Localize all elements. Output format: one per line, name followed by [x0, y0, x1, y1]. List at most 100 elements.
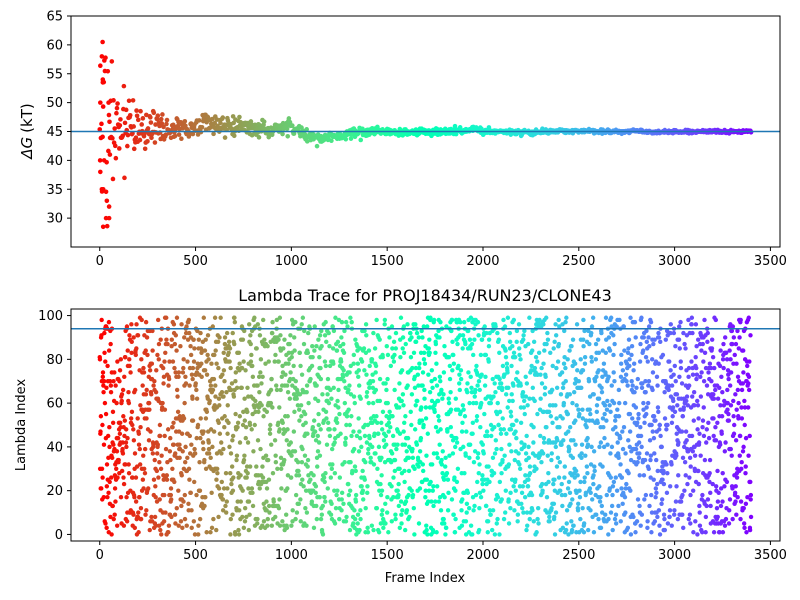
y-tick-label: 20 — [46, 484, 63, 499]
lambda-point — [469, 385, 474, 390]
lambda-point — [334, 348, 340, 353]
lambda-point — [454, 440, 460, 445]
lambda-point — [646, 466, 651, 471]
lambda-point — [710, 354, 716, 360]
lambda-point — [155, 451, 160, 456]
lambda-point — [491, 394, 496, 399]
lambda-point — [626, 438, 631, 443]
lambda-point — [364, 372, 369, 377]
lambda-point — [323, 319, 328, 325]
lambda-point — [115, 359, 120, 364]
lambda-point — [343, 319, 349, 325]
lambda-point — [169, 497, 174, 502]
lambda-point — [153, 389, 159, 395]
lambda-point — [365, 484, 370, 489]
lambda-point — [233, 411, 238, 417]
lambda-point — [336, 317, 342, 323]
lambda-point — [379, 512, 385, 517]
lambda-point — [504, 431, 509, 436]
lambda-point — [370, 385, 376, 390]
lambda-point — [643, 492, 649, 498]
lambda-point — [356, 368, 362, 373]
lambda-point — [133, 499, 139, 504]
lambda-point — [182, 516, 188, 522]
lambda-point — [386, 530, 391, 535]
dg-point — [153, 122, 158, 127]
lambda-point — [654, 374, 660, 380]
lambda-point — [310, 344, 315, 349]
lambda-point — [201, 315, 206, 320]
lambda-point — [114, 466, 119, 471]
lambda-point — [511, 383, 516, 388]
lambda-point — [330, 462, 335, 467]
lambda-point — [747, 527, 753, 533]
lambda-point — [492, 381, 497, 386]
lambda-point — [437, 442, 442, 447]
lambda-point — [211, 376, 217, 382]
lambda-point — [591, 449, 597, 454]
lambda-point — [615, 407, 620, 412]
lambda-point — [699, 348, 704, 353]
lambda-point — [335, 339, 341, 345]
lambda-point — [298, 497, 303, 502]
lambda-point — [352, 508, 357, 513]
lambda-point — [741, 370, 746, 375]
y-tick-label: 30 — [46, 212, 63, 227]
lambda-point — [103, 359, 108, 364]
lambda-point — [321, 475, 327, 480]
lambda-point — [105, 363, 110, 369]
lambda-point — [477, 462, 482, 467]
lambda-point — [198, 435, 203, 441]
lambda-point — [324, 442, 330, 447]
lambda-point — [607, 348, 613, 353]
lambda-point — [414, 330, 420, 336]
dg-point — [99, 54, 105, 59]
lambda-point — [592, 468, 597, 474]
lambda-point — [146, 400, 152, 406]
lambda-point — [499, 470, 504, 476]
lambda-point — [126, 462, 131, 467]
lambda-point — [668, 322, 673, 327]
lambda-point — [735, 374, 741, 380]
lambda-point — [486, 344, 492, 349]
lambda-point — [463, 341, 468, 347]
lambda-point — [464, 501, 470, 506]
lambda-point — [260, 374, 265, 380]
dg-point — [182, 118, 188, 124]
lambda-point — [532, 398, 537, 404]
lambda-point — [744, 530, 749, 535]
lambda-point — [727, 383, 733, 388]
lambda-point — [289, 354, 294, 360]
lambda-point — [419, 328, 424, 334]
y-tick-label: 65 — [46, 10, 63, 25]
lambda-point — [713, 438, 719, 443]
lambda-point — [575, 508, 581, 513]
lambda-point — [584, 418, 589, 423]
lambda-point — [383, 501, 388, 506]
lambda-point — [653, 495, 658, 500]
lambda-point — [297, 350, 302, 355]
lambda-point — [479, 337, 485, 342]
lambda-point — [293, 516, 298, 522]
lambda-point — [190, 365, 196, 371]
lambda-point — [221, 486, 227, 491]
lambda-point — [514, 435, 519, 441]
lambda-point — [685, 403, 691, 408]
lambda-point — [296, 473, 302, 478]
lambda-point — [209, 361, 214, 366]
lambda-point — [467, 337, 473, 342]
lambda-point — [495, 330, 500, 336]
lambda-point — [746, 315, 751, 320]
lambda-point — [571, 438, 576, 443]
lambda-point — [606, 374, 611, 380]
lambda-point — [228, 387, 234, 393]
lambda-point — [152, 514, 158, 520]
lambda-point — [443, 455, 448, 461]
lambda-point — [745, 405, 751, 410]
lambda-point — [319, 512, 325, 517]
lambda-point — [492, 532, 498, 537]
lambda-point — [632, 389, 637, 395]
lambda-point — [377, 376, 383, 382]
lambda-point — [412, 374, 417, 380]
lambda-point — [335, 398, 340, 404]
